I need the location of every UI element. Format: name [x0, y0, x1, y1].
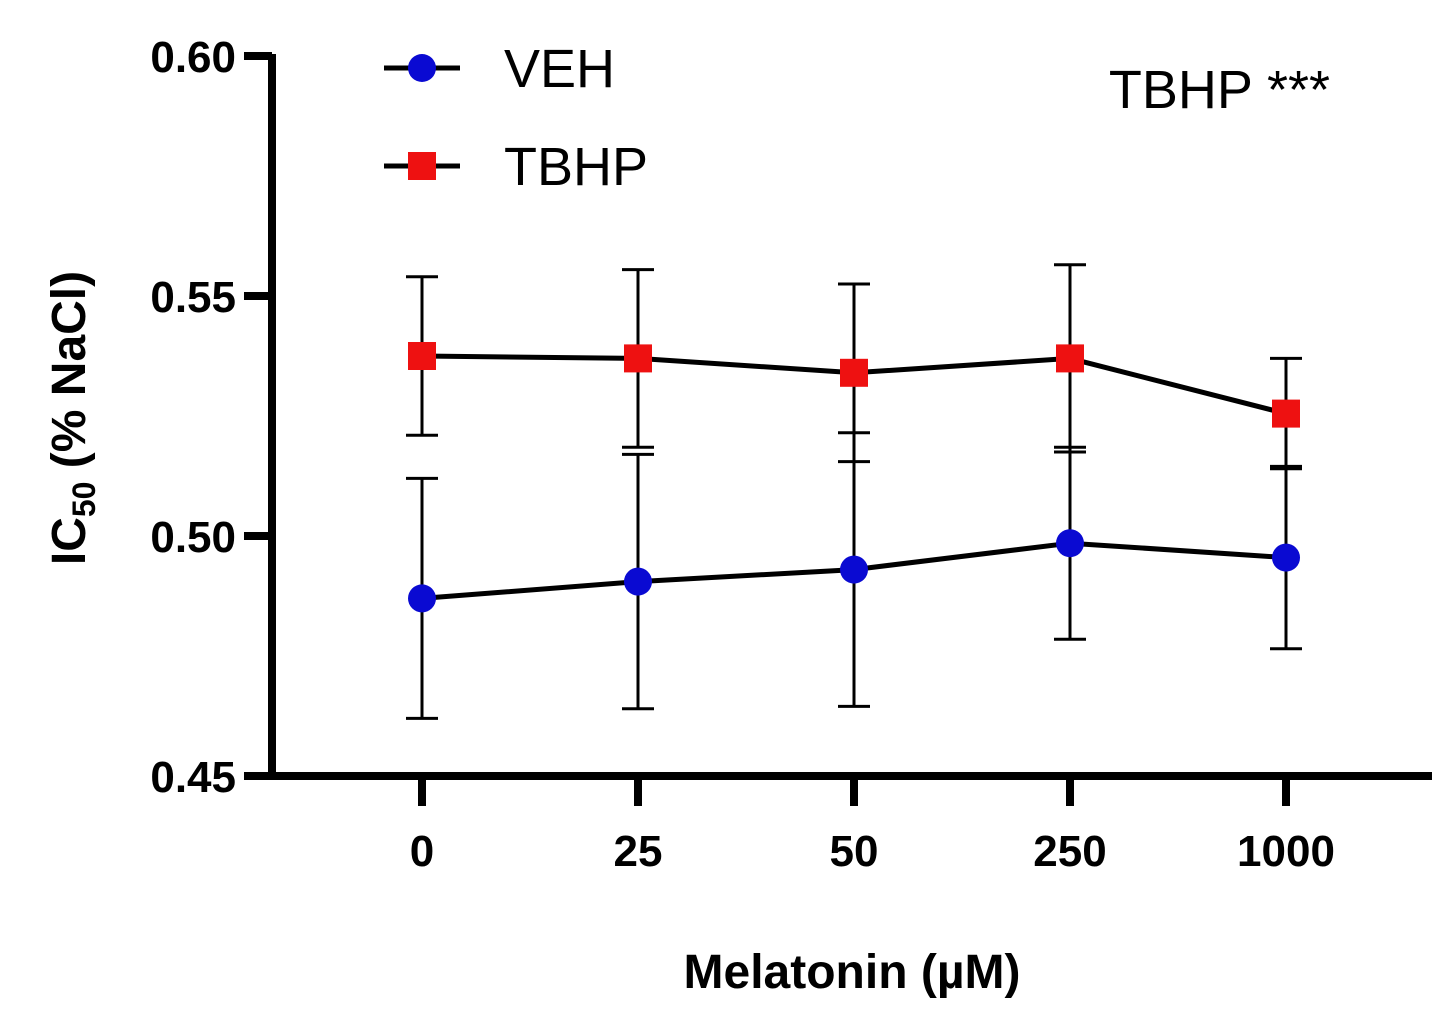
- y-tick-label: 0.45: [150, 753, 236, 802]
- y-axis: 0.45 0.50 0.55 0.60: [150, 33, 276, 802]
- x-tick-label: 0: [410, 827, 434, 876]
- y-axis-title: IC50 (% NaCl): [43, 271, 102, 565]
- data-point-tbhp: [1272, 399, 1300, 428]
- data-point-veh: [1272, 543, 1300, 572]
- data-point-veh: [408, 584, 436, 613]
- legend-label-tbhp: TBHP: [504, 137, 648, 197]
- data-point-veh: [840, 555, 868, 584]
- series-veh: [406, 431, 1302, 720]
- data-point-veh: [1056, 529, 1084, 558]
- y-axis-title-subscript: 50: [66, 482, 102, 518]
- legend-item-veh: VEH: [384, 39, 615, 99]
- y-tick-label: 0.55: [150, 273, 236, 322]
- data-point-veh: [624, 567, 652, 596]
- x-tick-label: 250: [1033, 827, 1106, 876]
- legend-marker-tbhp: [408, 152, 436, 180]
- y-axis-title-rest: (% NaCl): [43, 271, 96, 482]
- y-axis-title-main: IC: [43, 517, 96, 565]
- x-tick-label: 50: [830, 827, 879, 876]
- significance-annotation: TBHP ***: [1109, 60, 1330, 120]
- x-tick-label: 1000: [1237, 827, 1335, 876]
- legend-label-veh: VEH: [504, 39, 615, 99]
- y-tick-label: 0.50: [150, 513, 236, 562]
- data-point-tbhp: [408, 342, 436, 370]
- x-tick-label: 25: [614, 827, 663, 876]
- x-axis: 0 25 50 250 1000: [268, 772, 1432, 876]
- x-axis-title: Melatonin (µM): [684, 946, 1021, 999]
- data-point-tbhp: [624, 344, 652, 373]
- data-point-tbhp: [1056, 344, 1084, 373]
- data-point-tbhp: [840, 358, 868, 387]
- legend-item-tbhp: TBHP: [384, 137, 648, 197]
- plot-area: [406, 263, 1302, 720]
- y-tick-label: 0.60: [150, 33, 236, 82]
- series-tbhp: [406, 263, 1302, 471]
- legend-marker-veh: [408, 54, 436, 82]
- legend: VEH TBHP: [384, 39, 648, 197]
